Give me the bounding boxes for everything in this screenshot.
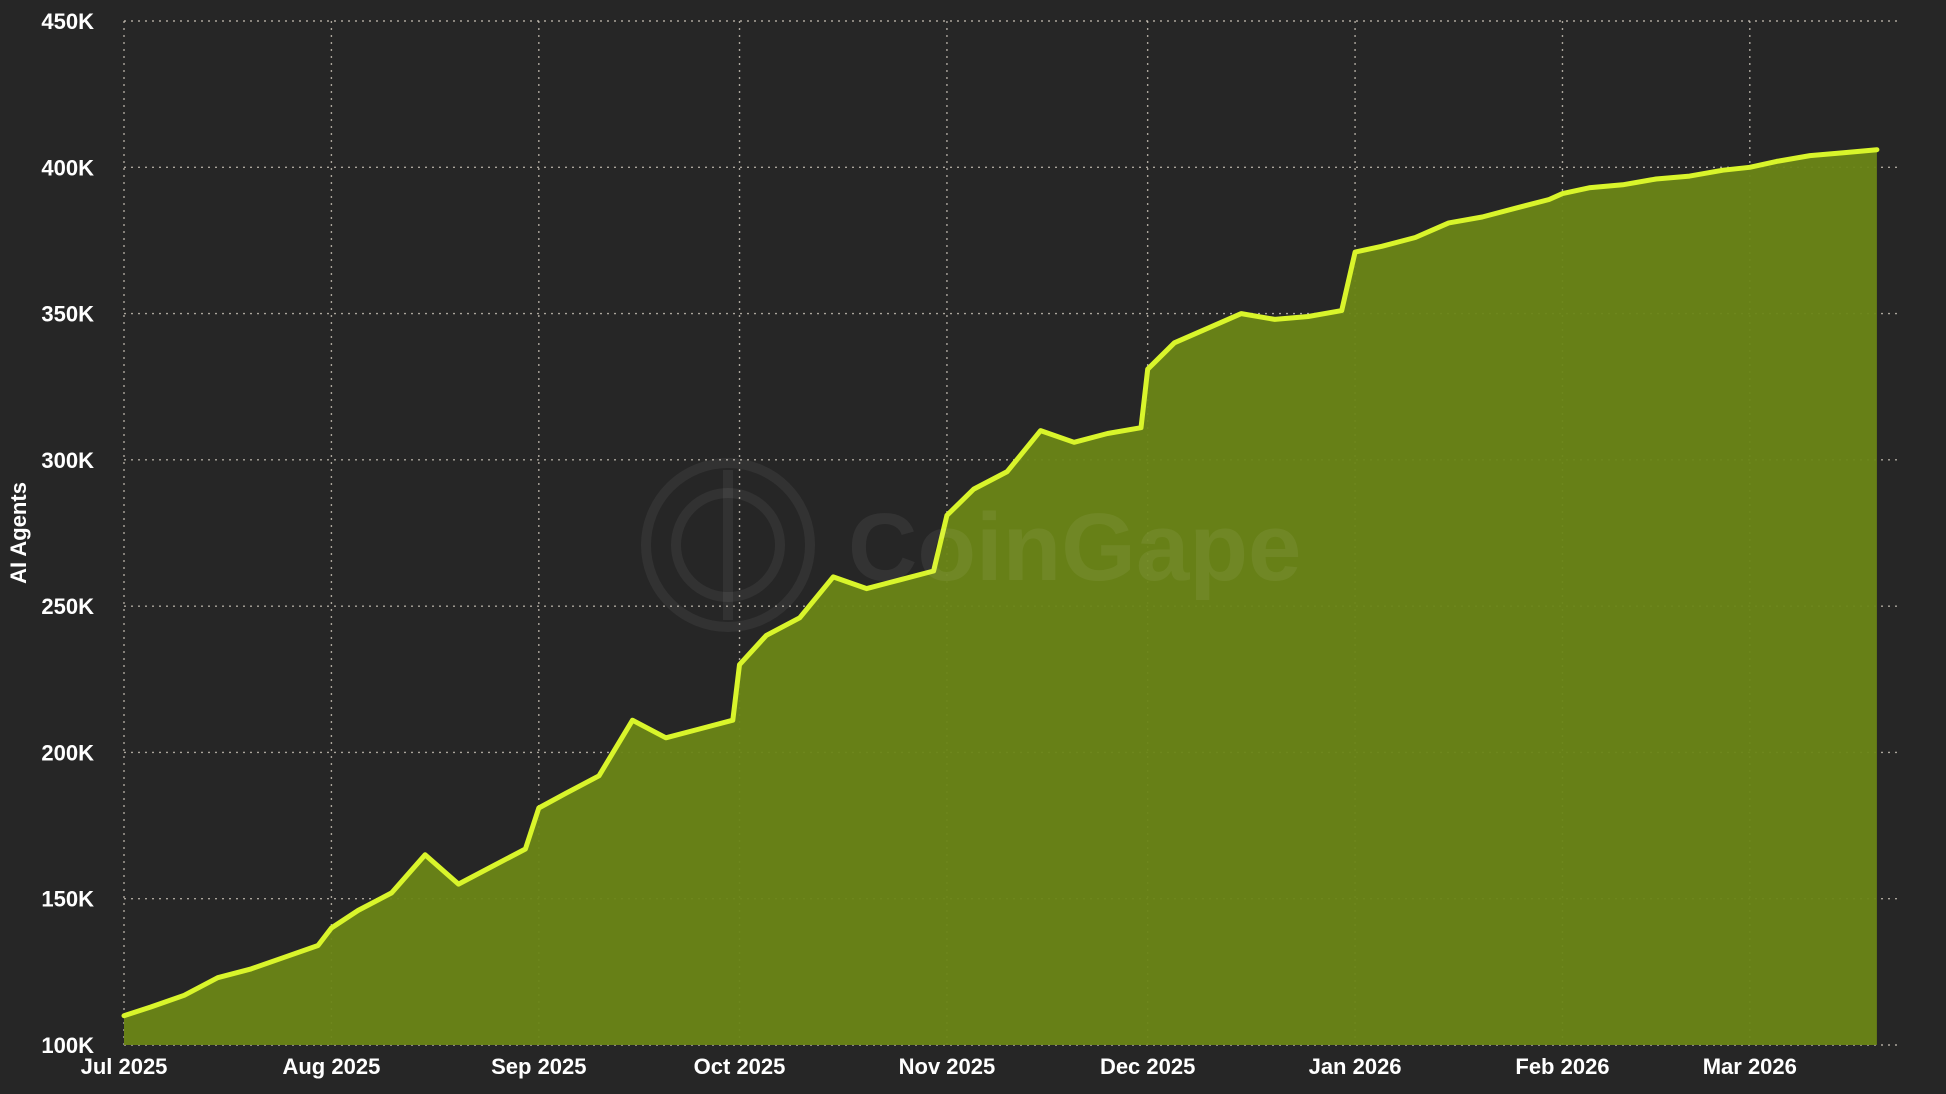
x-tick-label: Feb 2026 [1515, 1054, 1609, 1079]
y-tick-label: 250K [41, 594, 94, 619]
y-axis-ticks: 100K 150K 200K 250K 300K 350K 400K 450K [41, 9, 94, 1058]
y-tick-label: 350K [41, 302, 94, 327]
y-tick-label: 300K [41, 448, 94, 473]
watermark-text: CoinGape [848, 494, 1301, 601]
x-tick-label: Aug 2025 [282, 1054, 380, 1079]
series-line [121, 147, 1880, 1019]
x-tick-label: Oct 2025 [694, 1054, 786, 1079]
x-tick-label: Jan 2026 [1309, 1054, 1402, 1079]
watermark: CoinGape [641, 458, 1301, 632]
x-axis-ticks: Jul 2025 Aug 2025 Sep 2025 Oct 2025 Nov 2025… [81, 1054, 1797, 1079]
y-tick-label: 150K [41, 887, 94, 912]
y-tick-label: 100K [41, 1033, 94, 1058]
series-area-fill [124, 149, 1877, 1045]
y-tick-label: 200K [41, 740, 94, 765]
x-tick-label: Dec 2025 [1100, 1054, 1195, 1079]
x-tick-label: Nov 2025 [899, 1054, 996, 1079]
coin-g-logo-icon [641, 458, 815, 632]
x-tick-label: Sep 2025 [491, 1054, 586, 1079]
y-axis-title: AI Agents [6, 482, 31, 584]
series-layer [121, 147, 1880, 1045]
y-tick-label: 400K [41, 155, 94, 180]
y-tick-label: 450K [41, 9, 94, 34]
x-tick-label: Jul 2025 [81, 1054, 168, 1079]
x-tick-label: Mar 2026 [1703, 1054, 1797, 1079]
